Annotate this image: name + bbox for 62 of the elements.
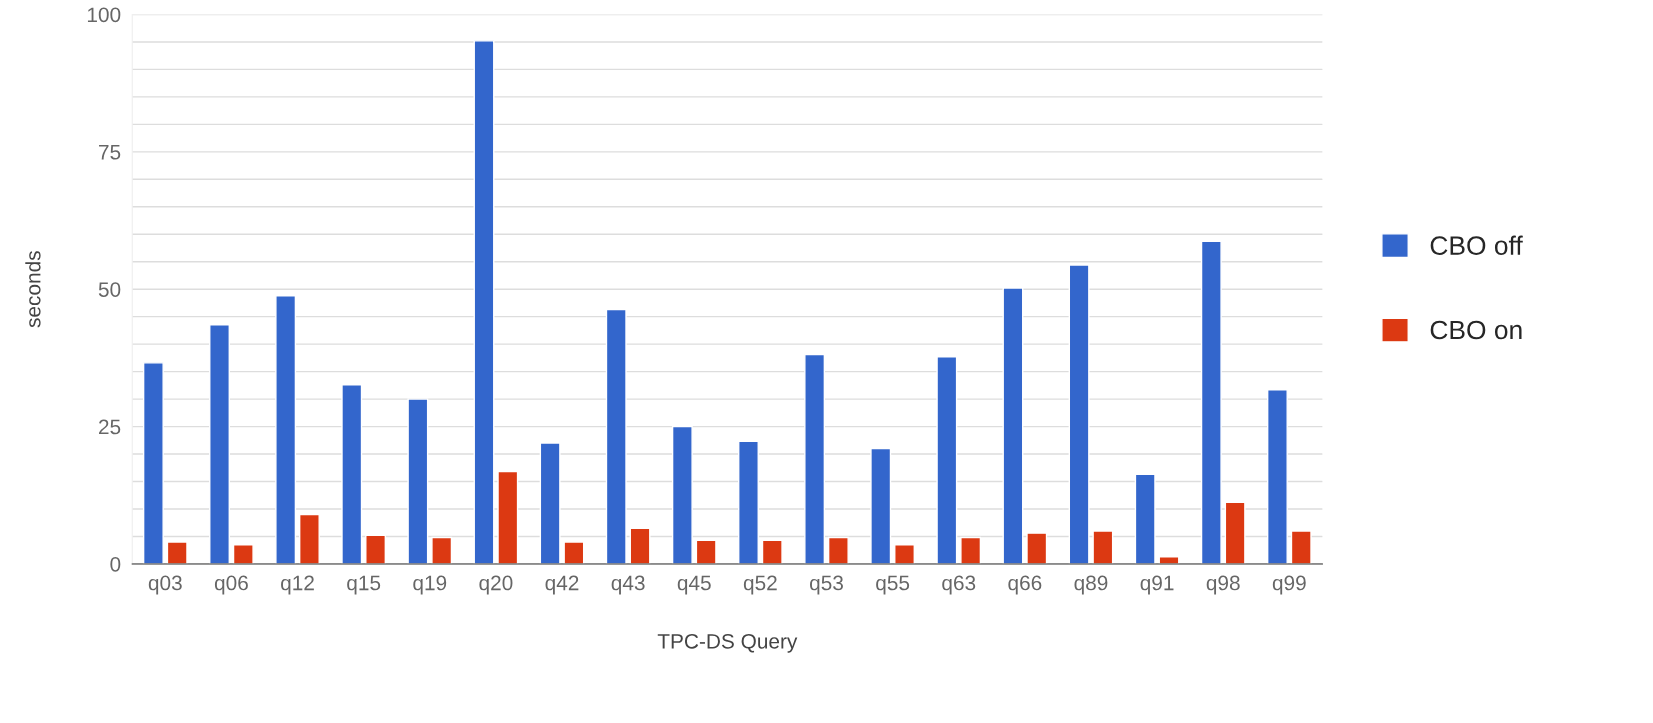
x-tick-label: q89 (1074, 575, 1108, 595)
bar (431, 536, 453, 564)
bar (738, 440, 759, 564)
bar (761, 539, 783, 564)
x-tick-label: q99 (1272, 575, 1306, 595)
bar (1068, 264, 1090, 564)
bar (936, 356, 958, 564)
y-axis-title: seconds (25, 251, 41, 328)
bar (804, 353, 826, 564)
y-tick-label: 25 (99, 419, 121, 435)
bar (473, 40, 495, 564)
x-tick-label: q42 (545, 575, 579, 595)
bar (563, 541, 585, 564)
bar (1092, 530, 1114, 564)
x-tick-label: q03 (148, 575, 182, 595)
bar (870, 447, 892, 564)
x-tick-label: q20 (479, 575, 513, 595)
bar (166, 541, 188, 564)
y-tick-label: 50 (98, 282, 121, 297)
x-tick-label: q91 (1140, 575, 1174, 595)
bar (1134, 473, 1156, 564)
x-tick-label: q55 (876, 575, 910, 595)
x-tick-label: q19 (413, 575, 447, 595)
x-tick-label: q66 (1008, 575, 1042, 595)
bar (539, 442, 561, 564)
bar (1224, 501, 1246, 564)
x-tick-label: q63 (942, 575, 976, 595)
x-tick-label: q53 (810, 575, 843, 595)
bar (209, 324, 230, 564)
x-tick-label: q15 (347, 575, 381, 595)
bar (365, 534, 387, 564)
bar (407, 398, 429, 564)
y-tick-label: 100 (87, 7, 121, 23)
bar (341, 384, 363, 564)
x-tick-label: q98 (1206, 575, 1240, 595)
y-tick-label: 75 (99, 145, 121, 160)
bar (497, 470, 519, 564)
legend-label: CBO on (1430, 320, 1522, 340)
bar (1002, 287, 1024, 564)
bar (629, 527, 651, 564)
x-tick-label: q45 (677, 575, 711, 595)
bar (695, 539, 717, 564)
bar (894, 544, 915, 564)
bar (1200, 240, 1222, 564)
bar (1266, 389, 1288, 564)
x-tick-label: q52 (743, 575, 777, 595)
bar (671, 425, 693, 564)
legend-label: CBO off (1430, 235, 1523, 255)
bar (275, 295, 297, 564)
bar (142, 362, 164, 564)
x-tick-label: q06 (214, 575, 248, 595)
bar (1290, 530, 1312, 564)
bar (232, 544, 254, 564)
bar (605, 308, 627, 564)
bar (960, 536, 982, 564)
x-tick-label: q12 (281, 575, 314, 595)
y-tick-label: 0 (110, 556, 121, 572)
x-tick-label: q43 (611, 575, 645, 595)
bar (298, 513, 320, 564)
bar (827, 536, 849, 564)
x-axis-title: TPC-DS Query (657, 633, 798, 653)
bar (1026, 532, 1048, 564)
